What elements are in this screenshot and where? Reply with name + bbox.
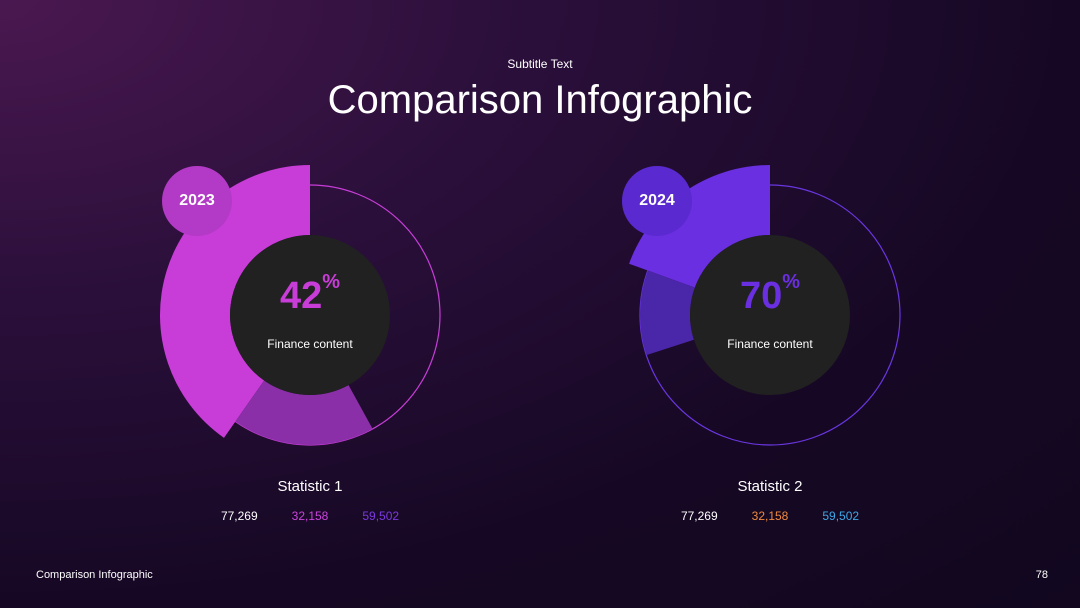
- year-badge: 2023: [162, 166, 232, 236]
- statistic-title: Statistic 2: [737, 478, 803, 495]
- percent-symbol: %: [322, 271, 341, 293]
- stat-value-3: 59,502: [822, 509, 860, 523]
- donut-center: 42% Finance content: [230, 235, 390, 395]
- donut-chart-2024: [629, 165, 901, 446]
- stat-value-2: 32,158: [751, 509, 789, 523]
- donut-segment-main: [629, 165, 770, 288]
- statistic-title: Statistic 1: [277, 478, 343, 495]
- percentage-value: 70%: [690, 271, 850, 318]
- percentage-value: 42%: [230, 271, 390, 318]
- statistic-values: 77,269 32,158 59,502: [600, 509, 940, 523]
- comparison-panel-2024: 2024 70% Finance content Statistic 2 77,…: [600, 150, 940, 530]
- footer-title: Comparison Infographic: [36, 569, 153, 581]
- subtitle: Subtitle Text: [507, 57, 573, 71]
- page-number: 78: [1035, 569, 1048, 581]
- stat-value-3: 59,502: [362, 509, 400, 523]
- comparison-panel-2023: 2023 42% Finance content Statistic 1 77,…: [140, 150, 480, 530]
- stat-value-1: 77,269: [220, 509, 258, 523]
- page-title: Comparison Infographic: [327, 78, 753, 122]
- center-label: Finance content: [267, 337, 353, 351]
- statistic-values: 77,269 32,158 59,502: [140, 509, 480, 523]
- percentage-number: 70: [739, 275, 783, 317]
- center-label: Finance content: [727, 337, 813, 351]
- donut-segment-secondary: [640, 270, 695, 356]
- percent-symbol: %: [782, 271, 801, 293]
- percentage-number: 42: [279, 275, 323, 317]
- stat-value-2: 32,158: [291, 509, 329, 523]
- donut-center: 70% Finance content: [690, 235, 850, 395]
- stat-value-1: 77,269: [680, 509, 718, 523]
- year-badge: 2024: [622, 166, 692, 236]
- donut-segment-secondary: [235, 380, 373, 445]
